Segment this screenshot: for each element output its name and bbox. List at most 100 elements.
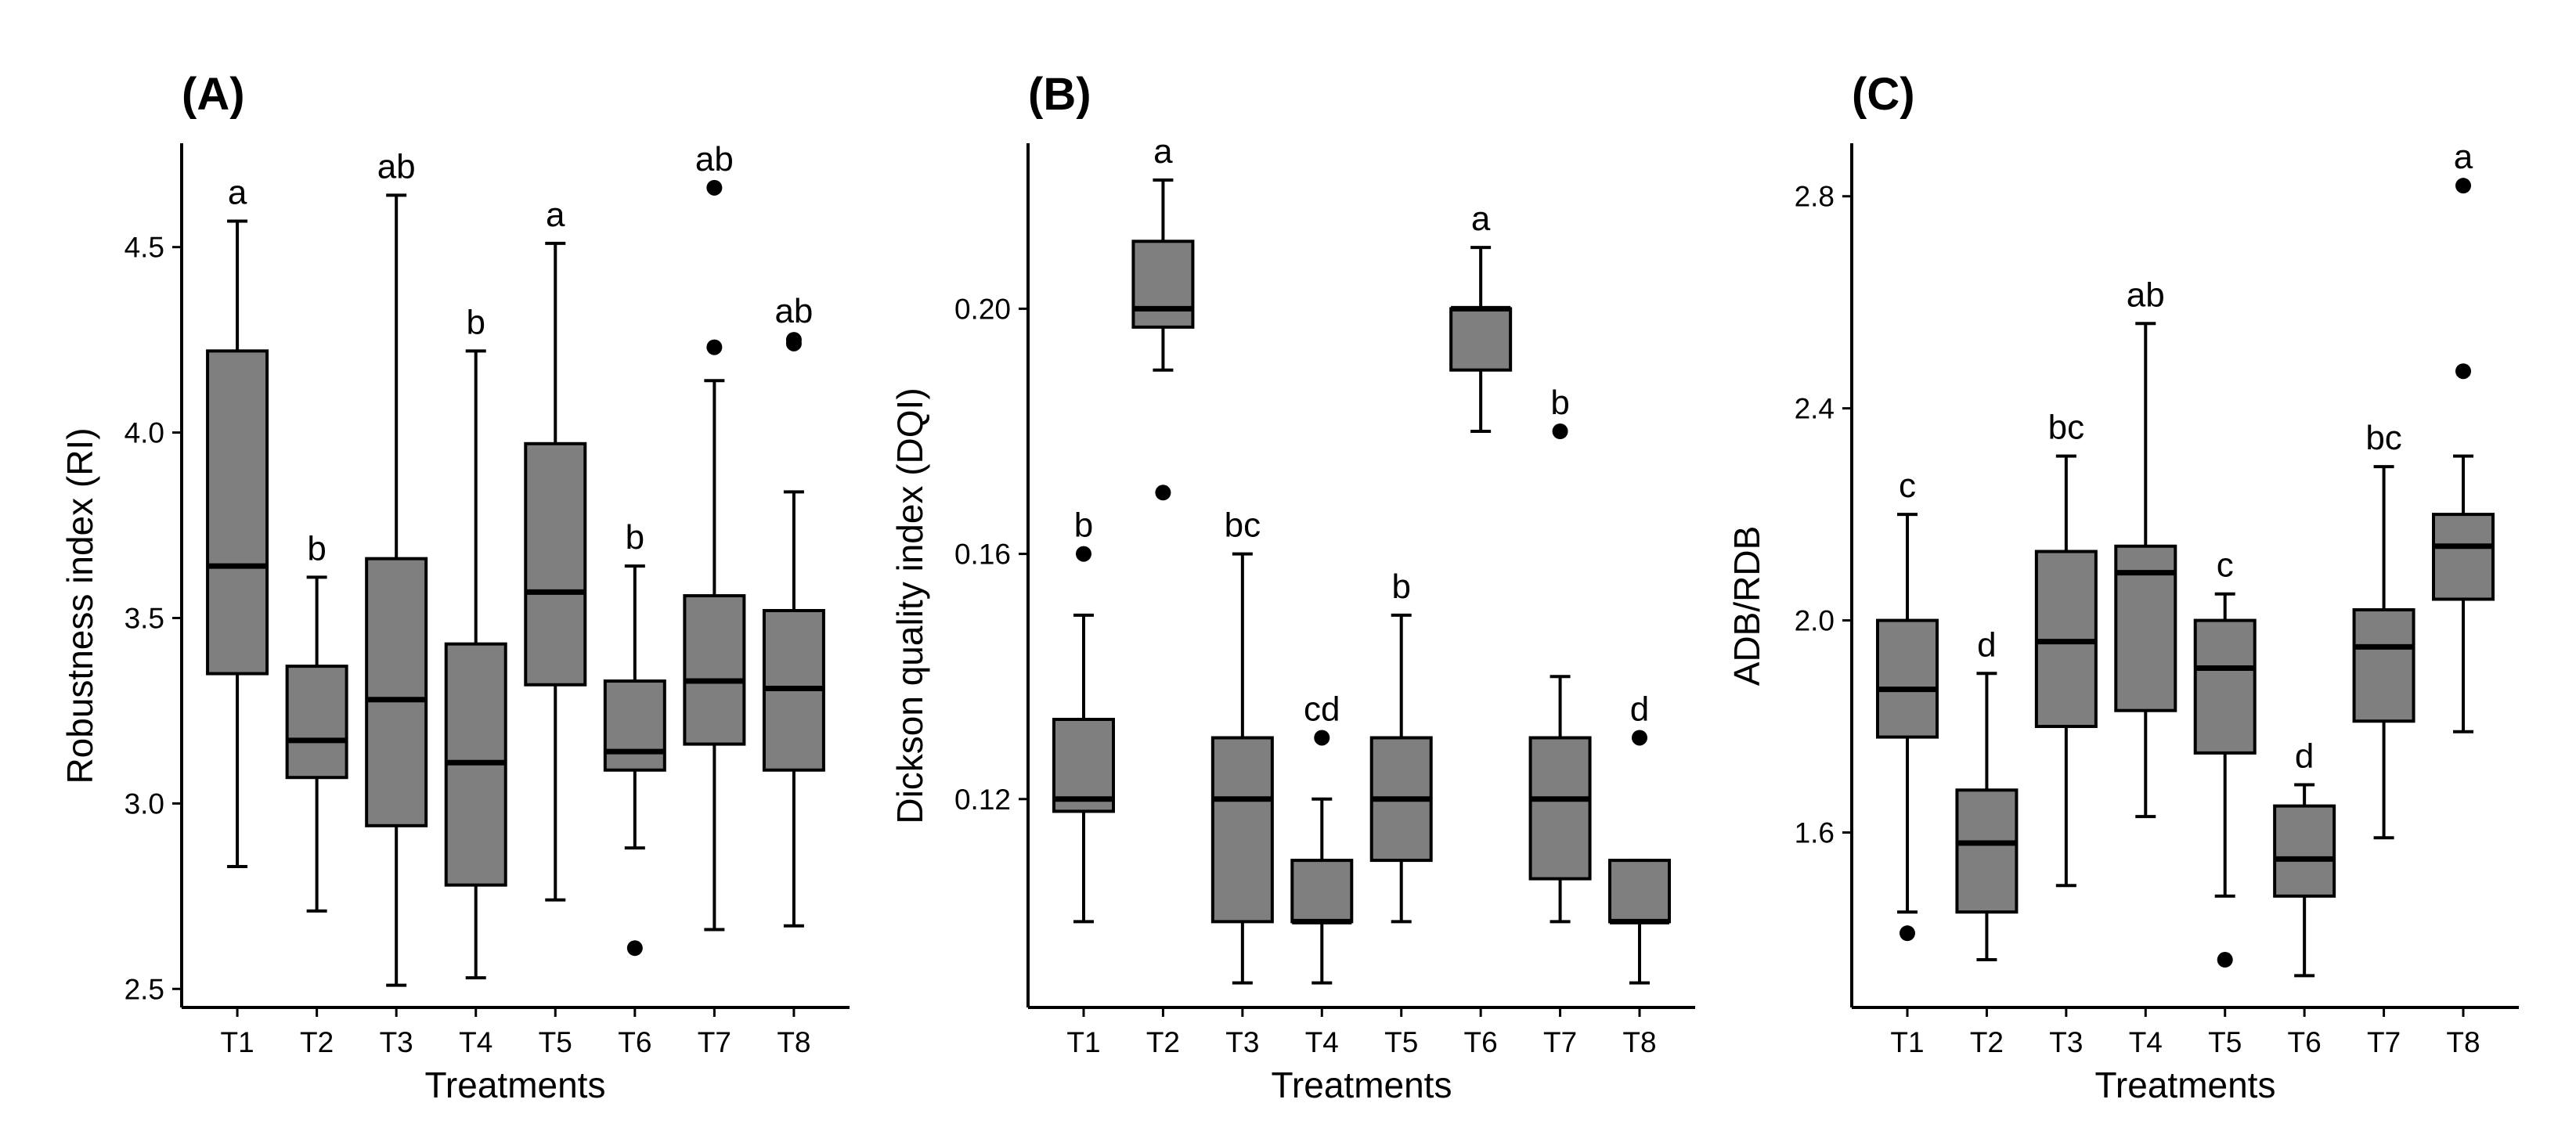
panel-c-box-t2 <box>1955 788 2019 914</box>
panel-b-outlier-t4 <box>1314 730 1330 746</box>
panel-b-sig-letter-t5: b <box>1391 568 1410 606</box>
panel-a-sig-letter-t7: ab <box>695 140 734 178</box>
panel-a-sig-letter-t2: b <box>307 529 326 568</box>
panel-c-x-tick-label: T3 <box>2049 1026 2083 1058</box>
panel-a-outlier-t7 <box>706 179 723 196</box>
panel-c-x-title: Treatments <box>2095 1065 2276 1105</box>
panel-c-box-t1 <box>1876 618 1939 739</box>
panel-b-box-t6 <box>1449 307 1513 372</box>
panel-b-y-tick-label: 0.20 <box>954 293 1011 325</box>
panel-b-box-t2 <box>1131 240 1195 329</box>
panel-a-x-tick-label: T5 <box>539 1026 572 1058</box>
panel-c-box-t5 <box>2193 618 2257 755</box>
panel-b-x-tick-label: T2 <box>1146 1026 1180 1058</box>
panel-b-x-tick-label: T1 <box>1066 1026 1100 1058</box>
panel-a-outlier-t7 <box>706 339 723 355</box>
panel-c-y-tick-label: 2.0 <box>1795 605 1835 637</box>
panel-b-sig-letter-t8: d <box>1630 690 1649 728</box>
panel-b-box-t1 <box>1052 718 1115 813</box>
panel-a: (A) 2.5 3.0 3.5 4.0 4.5 T1 a T2 b T3 ab T4 b T5 a T6 b T7… <box>60 69 850 1105</box>
panel-c-box-t7 <box>2352 608 2415 723</box>
panel-a-x-tick-label: T8 <box>777 1026 810 1058</box>
panel-a-sig-letter-t6: b <box>626 518 644 557</box>
panel-c-sig-letter-t3: bc <box>2048 409 2084 447</box>
panel-c-sig-letter-t2: d <box>1977 625 1996 664</box>
panel-b-sig-letter-t2: a <box>1153 132 1173 171</box>
panel-a-y-tick-label: 4.0 <box>124 417 164 449</box>
panel-a-outlier-t6 <box>626 940 643 957</box>
panel-c-box-t6 <box>2273 804 2336 898</box>
panel-a-x-title: Treatments <box>425 1065 606 1105</box>
panel-b-sig-letter-t7: b <box>1550 384 1569 422</box>
panel-b-outlier-t8 <box>1632 730 1647 746</box>
panel-a-x-tick-label: T4 <box>459 1026 492 1058</box>
panel-a-sig-letter-t4: b <box>466 303 485 341</box>
panel-b-x-title: Treatments <box>1272 1065 1452 1105</box>
panel-c-y-title: ADB/RDB <box>1726 526 1767 686</box>
panel-c-outlier-t1 <box>1900 925 1915 942</box>
panel-c: (C) 1.6 2.0 2.4 2.8 T1 c T2 d T3 bc T4 ab T5 c T6 d T7 bc… <box>1726 69 2519 1105</box>
panel-b-box-t4 <box>1290 859 1354 924</box>
panel-b-x-tick-label: T4 <box>1305 1026 1339 1058</box>
panel-b-x-tick-label: T5 <box>1384 1026 1418 1058</box>
panel-c-y-tick-label: 2.8 <box>1795 181 1835 213</box>
panel-c-x-tick-label: T7 <box>2367 1026 2401 1058</box>
panel-a-sig-letter-t1: a <box>228 174 247 212</box>
panel-a-box-t7 <box>683 594 746 746</box>
panel-a-sig-letter-t5: a <box>546 196 565 234</box>
panel-a-outlier-t8 <box>785 332 802 348</box>
panel-c-outlier-t8 <box>2455 178 2471 194</box>
panel-b-x-tick-label: T3 <box>1225 1026 1259 1058</box>
panel-c-sig-letter-t7: bc <box>2365 419 2401 457</box>
panel-a-box-t3 <box>365 557 428 827</box>
panel-a-plot: 2.5 3.0 3.5 4.0 4.5 T1 a T2 b T3 ab T4 b T5 a T6 b T7 ab T8… <box>124 140 850 1058</box>
panel-c-label: (C) <box>1852 69 1915 120</box>
panel-c-box-t8 <box>2432 513 2495 601</box>
panel-c-outlier-t8 <box>2455 363 2471 380</box>
panel-b-outlier-t1 <box>1076 546 1091 562</box>
panel-b: (B) 0.12 0.16 0.20 T1 b T2 a T3 bc T4 cd T5 b T6 a T7 b T… <box>889 69 1695 1105</box>
panel-c-plot: 1.6 2.0 2.4 2.8 T1 c T2 d T3 bc T4 ab T5 c T6 d T7 bc T8 a <box>1795 138 2519 1058</box>
panel-b-sig-letter-t6: a <box>1471 200 1491 238</box>
panel-b-box-t3 <box>1210 736 1274 924</box>
panel-a-x-tick-label: T6 <box>618 1026 651 1058</box>
panel-c-y-tick-label: 1.6 <box>1795 816 1835 849</box>
panel-a-y-tick-label: 3.5 <box>124 602 164 634</box>
panel-a-x-tick-label: T7 <box>698 1026 731 1058</box>
panel-c-x-tick-label: T5 <box>2208 1026 2242 1058</box>
panel-b-y-title: Dickson quality index (DQI) <box>889 387 930 823</box>
panel-c-y-tick-label: 2.4 <box>1795 393 1835 425</box>
panel-c-sig-letter-t4: ab <box>2127 276 2165 314</box>
panel-a-sig-letter-t8: ab <box>774 292 813 330</box>
panel-c-sig-letter-t6: d <box>2295 737 2314 776</box>
panel-a-box-t6 <box>603 679 666 772</box>
panel-b-outlier-t2 <box>1155 485 1171 501</box>
panel-b-y-tick-label: 0.16 <box>954 539 1011 571</box>
panel-a-y-tick-label: 3.0 <box>124 787 164 820</box>
panel-c-sig-letter-t1: c <box>1899 467 1916 505</box>
panel-c-outlier-t5 <box>2217 952 2233 968</box>
panel-b-plot: 0.12 0.16 0.20 T1 b T2 a T3 bc T4 cd T5 b T6 a T7 b T8 d <box>954 132 1695 1058</box>
panel-a-x-tick-label: T2 <box>300 1026 334 1058</box>
panel-c-sig-letter-t8: a <box>2454 138 2473 176</box>
panel-a-y-tick-label: 4.5 <box>124 232 164 264</box>
panel-a-x-tick-label: T1 <box>220 1026 254 1058</box>
panel-a-label: (A) <box>182 69 245 120</box>
panel-b-x-tick-label: T7 <box>1543 1026 1577 1058</box>
panel-c-x-tick-label: T6 <box>2288 1026 2322 1058</box>
panel-c-x-tick-label: T4 <box>2129 1026 2163 1058</box>
panel-b-sig-letter-t4: cd <box>1304 690 1340 728</box>
panel-b-x-tick-label: T6 <box>1464 1026 1498 1058</box>
panel-c-x-tick-label: T2 <box>1970 1026 2004 1058</box>
panel-a-x-tick-label: T3 <box>380 1026 413 1058</box>
panel-a-box-t5 <box>524 441 587 687</box>
panel-a-box-t2 <box>285 665 348 780</box>
panel-b-outlier-t7 <box>1552 423 1568 439</box>
panel-b-x-tick-label: T8 <box>1622 1026 1656 1058</box>
panel-a-y-title: Robustness index (RI) <box>60 427 100 784</box>
panel-b-sig-letter-t1: b <box>1074 506 1093 545</box>
panel-b-box-t7 <box>1528 736 1592 881</box>
panel-c-sig-letter-t5: c <box>2217 546 2234 585</box>
panel-b-label: (B) <box>1028 69 1091 120</box>
